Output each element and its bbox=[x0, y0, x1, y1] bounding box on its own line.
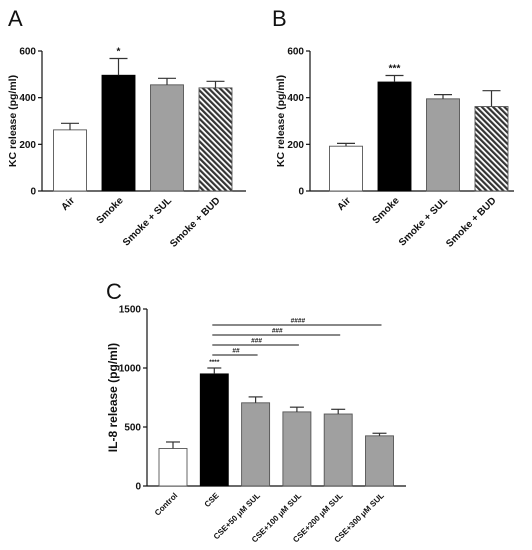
y-tick-label: 500 bbox=[124, 423, 141, 434]
bar-4 bbox=[198, 87, 233, 192]
bar-3 bbox=[241, 402, 271, 487]
panel-letter-c: C bbox=[106, 279, 122, 304]
y-tick-label: 400 bbox=[19, 93, 36, 104]
y-tick-label: 1000 bbox=[119, 364, 142, 375]
bar-3 bbox=[150, 84, 184, 192]
comparison-label: ### bbox=[272, 328, 283, 335]
significance-label: *** bbox=[389, 64, 401, 75]
bar-3 bbox=[426, 98, 460, 192]
bar-4 bbox=[282, 411, 312, 487]
bar-1 bbox=[329, 145, 363, 192]
comparison-label: ## bbox=[232, 348, 240, 355]
x-tick-label: Smoke bbox=[371, 195, 402, 226]
bar-4 bbox=[474, 106, 509, 192]
comparison-label: #### bbox=[291, 318, 306, 325]
y-tick-label: 1500 bbox=[119, 305, 142, 316]
y-axis-title: KC release (pg/ml) bbox=[7, 75, 19, 167]
bar-1 bbox=[53, 129, 87, 192]
bar-1 bbox=[158, 448, 188, 487]
y-tick-label: 0 bbox=[135, 482, 141, 493]
y-tick-label: 0 bbox=[30, 187, 36, 198]
x-tick-label: Air bbox=[336, 195, 354, 213]
x-tick-label: Smoke + SUL bbox=[121, 195, 174, 248]
panel-letter-a: A bbox=[8, 6, 23, 31]
significance-label: **** bbox=[209, 359, 220, 366]
y-axis-title: IL-8 release (pg/ml) bbox=[106, 343, 120, 452]
significance-label: * bbox=[117, 46, 121, 57]
x-tick-label: CSE bbox=[203, 491, 221, 509]
bar-5 bbox=[323, 413, 353, 487]
x-tick-label: Control bbox=[153, 491, 179, 517]
y-tick-label: 0 bbox=[298, 187, 304, 198]
x-tick-label: Smoke + SUL bbox=[397, 195, 450, 248]
bar-2 bbox=[199, 373, 229, 487]
y-tick-label: 600 bbox=[19, 47, 36, 58]
x-tick-label: Smoke + BUD bbox=[168, 195, 222, 249]
y-axis-title: KC release (pg/ml) bbox=[275, 75, 287, 167]
comparison-label: ### bbox=[251, 338, 262, 345]
bar-2 bbox=[101, 74, 136, 192]
y-tick-label: 200 bbox=[19, 140, 36, 151]
bar-2 bbox=[377, 81, 412, 192]
panel-letter-b: B bbox=[272, 6, 287, 31]
x-tick-label: Smoke + BUD bbox=[444, 195, 498, 249]
y-tick-label: 600 bbox=[287, 47, 304, 58]
x-tick-label: Air bbox=[60, 195, 78, 213]
y-tick-label: 400 bbox=[287, 93, 304, 104]
y-tick-label: 200 bbox=[287, 140, 304, 151]
x-tick-label: Smoke bbox=[95, 195, 126, 226]
bar-6 bbox=[365, 435, 394, 487]
chart-c: 0 500 1000 1500 IL-8 release (pg/ml) Control *… bbox=[106, 305, 406, 544]
